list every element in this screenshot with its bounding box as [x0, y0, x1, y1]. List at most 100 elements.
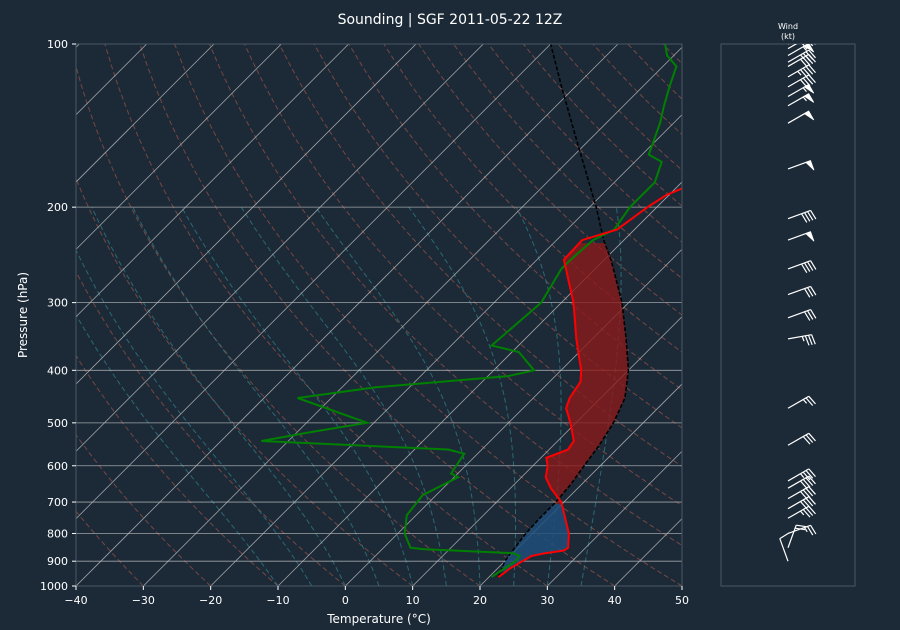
barb-flag [796, 524, 807, 528]
barb-shaft [787, 496, 810, 510]
barb-shaft [787, 74, 810, 88]
wind-panel [720, 43, 856, 587]
barb-flag [805, 470, 814, 479]
y-tick-label: 200 [47, 201, 68, 214]
y-tick-label: 600 [47, 460, 68, 473]
wind-barb [787, 334, 816, 346]
barb-flag [805, 397, 814, 406]
isotherm [76, 44, 282, 250]
wind-barb [787, 475, 816, 490]
dry-adiabat [76, 270, 346, 586]
barb-flag [800, 480, 808, 490]
wind-barb [787, 231, 815, 242]
temperature-line [497, 187, 682, 578]
barb-flag [800, 58, 808, 68]
barb-flag [807, 335, 813, 346]
barb-half-flag [801, 336, 805, 342]
dry-adiabat [76, 177, 414, 586]
barb-flag [800, 213, 808, 223]
barb-pennant [803, 110, 815, 121]
barb-flag [810, 44, 814, 47]
barb-flag [810, 210, 817, 220]
barb-pennant [805, 231, 815, 242]
wind-barb [787, 74, 816, 88]
wind-barb [779, 532, 789, 562]
y-tick-label: 500 [47, 417, 68, 430]
barb-flag [800, 79, 808, 88]
isotherm [76, 44, 215, 183]
barb-flag [806, 44, 811, 48]
x-tick-label: 0 [342, 594, 349, 607]
parcel-path-line [497, 44, 630, 578]
wind-barb [787, 64, 816, 78]
barb-flag [811, 334, 816, 345]
barb-flag [800, 263, 808, 274]
barb-flag [800, 69, 808, 78]
barb-flag [808, 74, 816, 83]
dry-adiabat [209, 44, 682, 547]
barb-shaft [787, 468, 810, 482]
wind-barb [787, 44, 816, 50]
barb-flag [805, 434, 814, 443]
barb-flag [803, 311, 811, 321]
barb-flag [805, 66, 814, 75]
barb-flag [806, 526, 814, 536]
isotherm [76, 44, 484, 452]
isotherm [547, 450, 682, 586]
barb-flag [806, 287, 814, 297]
x-tick-label: −10 [266, 594, 289, 607]
barb-flag [802, 499, 811, 508]
dry-adiabat [76, 354, 279, 586]
barb-flag [803, 212, 811, 222]
x-tick-label: 20 [473, 594, 487, 607]
dry-adiabat [313, 44, 682, 429]
barb-flag [808, 486, 816, 495]
barb-flag [803, 262, 811, 272]
barb-shaft [787, 209, 811, 220]
barb-shaft [787, 64, 810, 78]
dry-adiabat [174, 44, 682, 586]
y-tick-label: 800 [47, 527, 68, 540]
x-tick-label: 10 [406, 594, 420, 607]
barb-shaft [787, 309, 811, 319]
barb-flag [802, 67, 811, 77]
barb-flag [802, 436, 811, 445]
profile-layer [261, 44, 682, 578]
barb-flag [779, 532, 789, 540]
barb-half-flag [802, 96, 807, 102]
barb-pennant [805, 160, 815, 171]
dewpoint-line [261, 44, 678, 578]
isotherm [412, 316, 682, 586]
isotherm [76, 44, 349, 318]
barb-half-flag [800, 54, 805, 60]
barb-flag [805, 51, 814, 60]
barb-shaft [779, 538, 789, 562]
barb-flag [804, 335, 810, 346]
barb-flag [808, 496, 816, 505]
barb-flag [808, 468, 816, 477]
barb-shaft [787, 486, 810, 500]
wind-barb [787, 524, 817, 536]
x-tick-label: −20 [199, 594, 222, 607]
barb-shaft [787, 524, 811, 535]
barb-shaft [787, 49, 810, 63]
barb-flag [802, 52, 811, 62]
wind-barb [787, 93, 815, 107]
barb-flag [801, 44, 808, 50]
dry-adiabat [418, 44, 682, 316]
y-tick-label: 100 [47, 38, 68, 51]
barb-half-flag [797, 70, 802, 76]
barb-flag [802, 509, 811, 518]
y-tick-label: 300 [47, 297, 68, 310]
barb-flag [810, 524, 817, 535]
dry-adiabat [76, 64, 481, 586]
plot-frame [75, 43, 683, 587]
dry-adiabat [453, 44, 682, 280]
barb-flag [808, 64, 816, 73]
x-axis-label: Temperature (°C) [326, 612, 431, 626]
isotherm [479, 383, 682, 586]
barb-half-flag [802, 46, 807, 51]
barb-flag [810, 286, 817, 296]
wind-barb [787, 309, 817, 321]
